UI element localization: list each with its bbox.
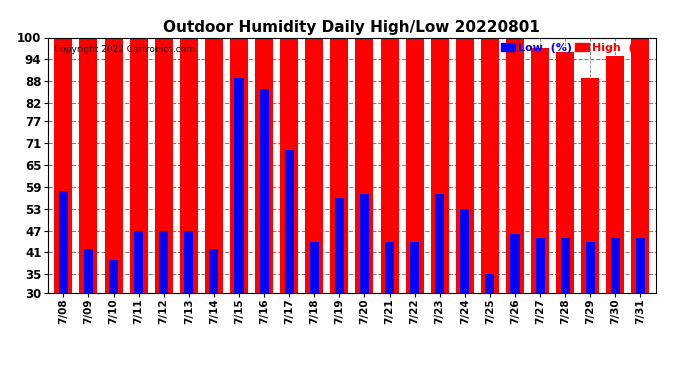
Bar [259,88,268,292]
Bar [155,38,172,292]
Bar [385,242,394,292]
Bar [410,242,419,292]
Bar [59,190,68,292]
Bar [285,150,294,292]
Bar [331,38,348,292]
Bar [280,38,298,292]
Bar [481,38,499,292]
Bar [611,238,620,292]
Bar [485,274,495,292]
Bar [84,249,93,292]
Bar [180,38,198,292]
Bar [109,260,118,292]
Bar [159,231,168,292]
Bar [335,198,344,292]
Bar [205,38,223,292]
Bar [631,38,649,292]
Bar [581,78,600,292]
Bar [561,238,570,292]
Bar [535,238,544,292]
Bar [104,38,123,292]
Bar [255,38,273,292]
Bar [79,38,97,292]
Bar [305,38,324,292]
Bar [184,231,193,292]
Legend: Low  (%), High  (%): Low (%), High (%) [497,39,654,57]
Bar [310,242,319,292]
Title: Outdoor Humidity Daily High/Low 20220801: Outdoor Humidity Daily High/Low 20220801 [164,20,540,35]
Bar [636,238,645,292]
Bar [556,52,574,292]
Bar [435,194,444,292]
Bar [209,249,219,292]
Bar [380,38,399,292]
Bar [130,38,148,292]
Bar [460,209,469,292]
Bar [506,38,524,292]
Bar [431,38,448,292]
Bar [360,194,369,292]
Bar [456,38,474,292]
Bar [134,231,143,292]
Bar [511,234,520,292]
Bar [355,38,373,292]
Bar [607,56,624,292]
Bar [235,78,244,292]
Bar [55,38,72,292]
Bar [406,38,424,292]
Bar [531,48,549,292]
Bar [230,38,248,292]
Bar [586,242,595,292]
Text: Copyright 2022 Cartronics.com: Copyright 2022 Cartronics.com [55,45,195,54]
